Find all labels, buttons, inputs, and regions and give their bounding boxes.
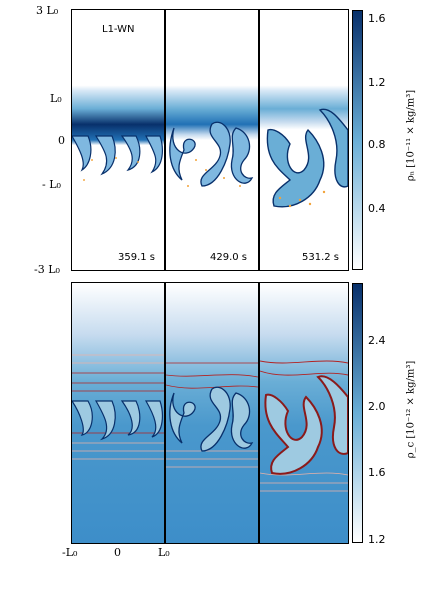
colorbar-label: ρₙ [10⁻¹¹ × kg/m³] <box>405 89 417 182</box>
colorbar-label: ρ_c [10⁻¹² × kg/m³] <box>405 360 417 459</box>
colorbar-gradient <box>352 10 363 270</box>
panel-divider <box>164 9 166 271</box>
density-image <box>166 10 258 270</box>
colorbar-tick: 0.4 <box>368 202 386 215</box>
colorbar-tick: 1.6 <box>368 12 386 25</box>
time-label: 429.0 s <box>210 252 248 263</box>
colorbar-tick: 2.4 <box>368 334 386 347</box>
density-image <box>72 283 164 543</box>
run-label: L1-WN <box>102 24 135 35</box>
x-tick-label: -L₀ <box>62 546 78 559</box>
density-image <box>166 283 258 543</box>
density-image <box>72 10 164 270</box>
x-tick-label: L₀ <box>158 546 170 559</box>
colorbar-gradient <box>352 283 363 543</box>
bottom-panel-2 <box>166 283 258 543</box>
y-tick-label: L₀ <box>50 92 62 105</box>
bottom-panel-1 <box>72 283 164 543</box>
colorbar-tick: 1.2 <box>368 533 386 546</box>
density-image <box>260 283 348 543</box>
colorbar-tick: 1.6 <box>368 466 386 479</box>
y-tick-label: 3 L₀ <box>36 4 59 17</box>
y-tick-label: - L₀ <box>42 178 61 191</box>
bottom-panel-3 <box>260 283 348 543</box>
colorbar-tick: 2.0 <box>368 400 386 413</box>
top-panel-1: 359.1 s L1-WN <box>72 10 164 270</box>
colorbar-tick: 0.8 <box>368 138 386 151</box>
colorbar-tick: 1.2 <box>368 76 386 89</box>
panel-divider <box>258 9 260 271</box>
panel-divider <box>258 282 260 544</box>
panel-divider <box>164 282 166 544</box>
top-panel-3: 531.2 s <box>260 10 348 270</box>
y-tick-label: -3 L₀ <box>34 263 60 276</box>
top-panel-2: 429.0 s <box>166 10 258 270</box>
x-tick-label: 0 <box>114 546 121 559</box>
y-tick-label: 0 <box>58 134 65 147</box>
time-label: 531.2 s <box>302 252 340 263</box>
time-label: 359.1 s <box>118 252 156 263</box>
density-image <box>260 10 348 270</box>
